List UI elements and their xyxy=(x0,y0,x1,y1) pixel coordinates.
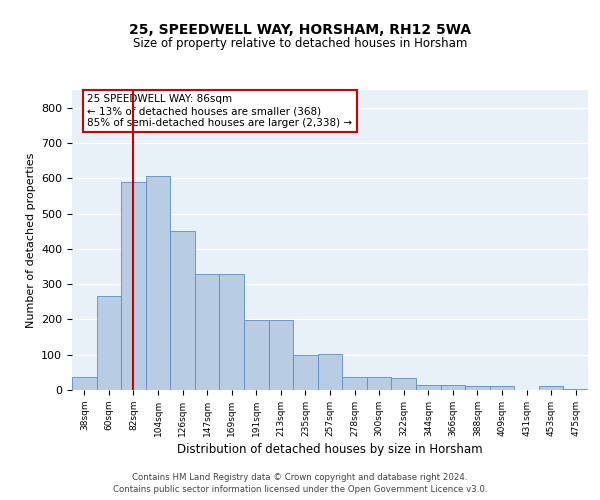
Bar xyxy=(244,320,269,390)
Y-axis label: Number of detached properties: Number of detached properties xyxy=(26,152,35,328)
Bar xyxy=(170,231,195,390)
Bar xyxy=(563,388,588,390)
Bar xyxy=(318,354,342,390)
Bar xyxy=(440,386,465,390)
Bar xyxy=(195,274,220,390)
Bar xyxy=(220,274,244,390)
Bar xyxy=(465,386,490,390)
Text: Contains public sector information licensed under the Open Government Licence v3: Contains public sector information licen… xyxy=(113,485,487,494)
Bar xyxy=(121,182,146,390)
Bar xyxy=(269,320,293,390)
Bar xyxy=(416,386,440,390)
Bar xyxy=(342,376,367,390)
Bar xyxy=(97,296,121,390)
Text: 25, SPEEDWELL WAY, HORSHAM, RH12 5WA: 25, SPEEDWELL WAY, HORSHAM, RH12 5WA xyxy=(129,22,471,36)
Bar xyxy=(72,376,97,390)
Bar xyxy=(293,354,318,390)
Bar xyxy=(367,376,391,390)
Bar xyxy=(539,386,563,390)
Bar xyxy=(490,386,514,390)
Bar xyxy=(391,378,416,390)
Text: Contains HM Land Registry data © Crown copyright and database right 2024.: Contains HM Land Registry data © Crown c… xyxy=(132,472,468,482)
Text: Size of property relative to detached houses in Horsham: Size of property relative to detached ho… xyxy=(133,38,467,51)
Text: 25 SPEEDWELL WAY: 86sqm
← 13% of detached houses are smaller (368)
85% of semi-d: 25 SPEEDWELL WAY: 86sqm ← 13% of detache… xyxy=(88,94,353,128)
Bar xyxy=(146,176,170,390)
X-axis label: Distribution of detached houses by size in Horsham: Distribution of detached houses by size … xyxy=(177,443,483,456)
